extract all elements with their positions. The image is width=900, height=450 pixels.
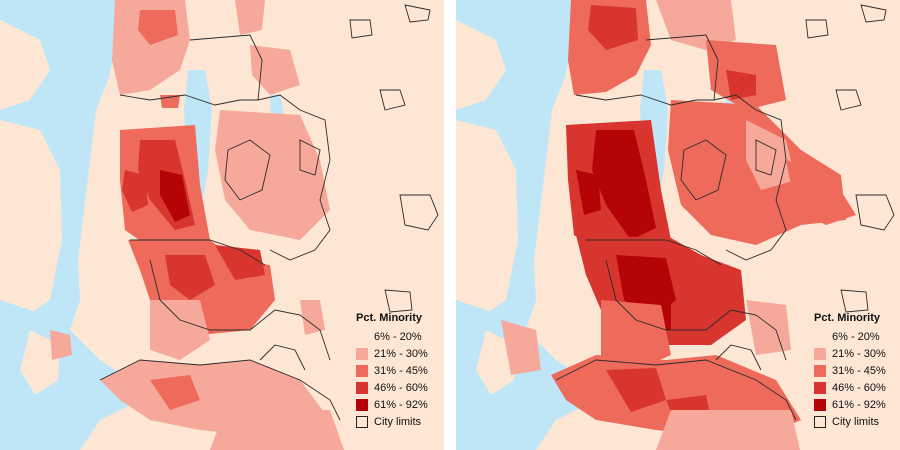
water-areas (0, 0, 290, 450)
map-panel-right: Pct. Minority 6% - 20% 21% - 30% 31% - 4… (456, 0, 900, 450)
legend-swatch (356, 364, 368, 377)
legend-swatch (814, 347, 826, 360)
legend-label: 31% - 45% (832, 364, 886, 377)
legend-row: 46% - 60% (814, 379, 886, 396)
legend-row: 61% - 92% (814, 396, 886, 413)
map-panel-left: Pct. Minority 6% - 20% 21% - 30% 31% - 4… (0, 0, 444, 450)
legend-swatch (814, 381, 826, 394)
legend-label: 21% - 30% (374, 347, 428, 360)
legend-label: 6% - 20% (374, 330, 422, 343)
legend-right: Pct. Minority 6% - 20% 21% - 30% 31% - 4… (814, 312, 886, 430)
legend-row: 21% - 30% (814, 345, 886, 362)
legend-label: 6% - 20% (832, 330, 880, 343)
legend-swatch (356, 398, 368, 411)
legend-row: City limits (814, 413, 886, 430)
legend-label: 46% - 60% (374, 381, 428, 394)
legend-row: 31% - 45% (356, 362, 428, 379)
panel-divider (444, 0, 456, 450)
city-limits-swatch (814, 415, 826, 428)
tract-fills (50, 0, 344, 450)
legend-row: 61% - 92% (356, 396, 428, 413)
legend-label: 31% - 45% (374, 364, 428, 377)
legend-row: 46% - 60% (356, 379, 428, 396)
legend-label: 21% - 30% (832, 347, 886, 360)
legend-city-label: City limits (374, 415, 422, 428)
tract-fills (501, 0, 856, 450)
legend-left: Pct. Minority 6% - 20% 21% - 30% 31% - 4… (356, 312, 428, 430)
legend-swatch (356, 331, 368, 343)
legend-swatch (356, 347, 368, 360)
choropleth-map-right (456, 0, 895, 450)
legend-swatch (814, 364, 826, 377)
legend-row: 21% - 30% (356, 345, 428, 362)
legend-swatch (814, 398, 826, 411)
legend-city-label: City limits (832, 415, 880, 428)
legend-swatch (814, 331, 826, 343)
legend-title: Pct. Minority (356, 312, 423, 324)
legend-title: Pct. Minority (814, 312, 881, 324)
legend-label: 61% - 92% (374, 398, 428, 411)
city-limit-lines (555, 4, 895, 421)
legend-row: 31% - 45% (814, 362, 886, 379)
choropleth-map-left (0, 0, 439, 450)
legend-row: City limits (356, 413, 428, 430)
legend-row: 6% - 20% (356, 328, 428, 345)
city-limits-swatch (356, 415, 368, 428)
legend-label: 46% - 60% (832, 381, 886, 394)
legend-label: 61% - 92% (832, 398, 886, 411)
city-limit-lines (99, 4, 439, 421)
legend-swatch (356, 381, 368, 394)
legend-row: 6% - 20% (814, 328, 886, 345)
